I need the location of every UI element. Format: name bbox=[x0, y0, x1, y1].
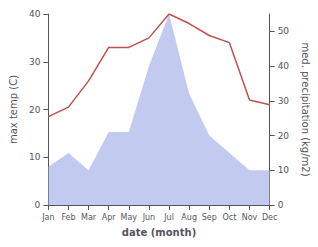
svg-text:Mar: Mar bbox=[81, 213, 97, 222]
svg-text:50: 50 bbox=[278, 26, 290, 36]
svg-text:0: 0 bbox=[278, 200, 284, 210]
svg-text:May: May bbox=[121, 213, 138, 222]
svg-text:Nov: Nov bbox=[242, 213, 258, 222]
svg-text:Oct: Oct bbox=[222, 213, 236, 222]
svg-text:max temp (C): max temp (C) bbox=[8, 75, 19, 144]
svg-text:30: 30 bbox=[278, 96, 290, 106]
svg-text:Feb: Feb bbox=[61, 213, 75, 222]
svg-text:40: 40 bbox=[278, 61, 290, 71]
svg-text:Sep: Sep bbox=[202, 213, 217, 222]
svg-text:30: 30 bbox=[29, 57, 41, 67]
svg-text:Jun: Jun bbox=[142, 213, 156, 222]
svg-text:20: 20 bbox=[29, 105, 41, 115]
svg-text:10: 10 bbox=[278, 165, 290, 175]
svg-text:Jul: Jul bbox=[163, 213, 174, 222]
svg-text:Dec: Dec bbox=[262, 213, 277, 222]
svg-text:40: 40 bbox=[29, 9, 41, 19]
svg-text:date (month): date (month) bbox=[122, 227, 196, 238]
svg-text:0: 0 bbox=[35, 200, 41, 210]
svg-text:Apr: Apr bbox=[102, 213, 117, 222]
svg-text:20: 20 bbox=[278, 131, 290, 141]
svg-text:10: 10 bbox=[29, 152, 41, 162]
svg-text:med. precipitation (kg/m2): med. precipitation (kg/m2) bbox=[300, 42, 311, 176]
svg-text:Aug: Aug bbox=[181, 213, 197, 222]
svg-text:Jan: Jan bbox=[41, 213, 54, 222]
